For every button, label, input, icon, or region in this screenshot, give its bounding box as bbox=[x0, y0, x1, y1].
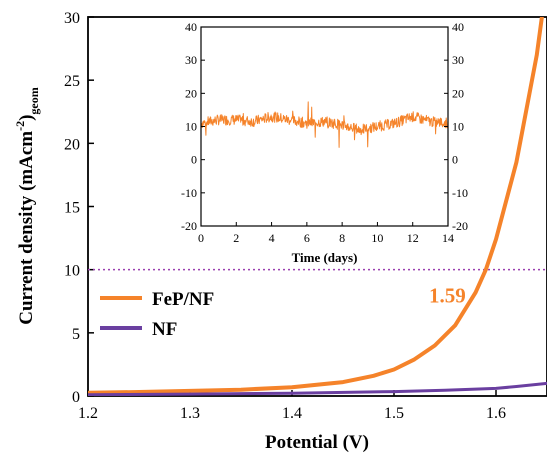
main-x-tick-label: 1.5 bbox=[384, 405, 404, 422]
main-y-tick-label: 5 bbox=[72, 326, 80, 343]
main-y-tick-label: 15 bbox=[64, 200, 80, 217]
main-x-tick-label: 1.3 bbox=[180, 405, 200, 422]
inset-y-tick-label-right: 0 bbox=[452, 153, 458, 167]
y-axis-title-main: Current density (mAcm bbox=[16, 131, 37, 325]
inset-plot-background bbox=[201, 27, 448, 226]
main-y-tick-label: 30 bbox=[64, 10, 80, 27]
inset-x-tick-label: 2 bbox=[233, 231, 239, 245]
y-axis-title-sup: -2 bbox=[13, 121, 27, 131]
main-x-tick-label: 1.6 bbox=[486, 405, 506, 422]
main-x-tick-label: 1.4 bbox=[282, 405, 302, 422]
inset-x-tick-label: 0 bbox=[198, 231, 204, 245]
inset-y-tick-label-right: 40 bbox=[452, 20, 464, 34]
inset-y-tick-label: -10 bbox=[181, 186, 197, 200]
legend-label-fep: FeP/NF bbox=[152, 289, 214, 310]
main-series-group bbox=[88, 17, 547, 396]
inset-x-ticks: 0 2 4 6 8 10 12 14 bbox=[198, 222, 454, 245]
main-y-tick-label: 20 bbox=[64, 136, 80, 153]
legend-label-nf: NF bbox=[152, 319, 177, 340]
inset-y-tick-label: 40 bbox=[185, 20, 197, 34]
inset-y-tick-label: -20 bbox=[181, 219, 197, 233]
series-line-nf bbox=[88, 381, 547, 396]
inset-y-tick-label-right: 30 bbox=[452, 53, 464, 67]
inset-x-tick-label: 10 bbox=[371, 231, 383, 245]
inset-x-tick-label: 4 bbox=[269, 231, 275, 245]
inset-y-tick-label: 0 bbox=[191, 153, 197, 167]
inset-y-tick-label: 20 bbox=[185, 86, 197, 100]
main-x-tick-label: 1.2 bbox=[78, 405, 98, 422]
y-axis-title-sub: geom bbox=[27, 87, 41, 114]
inset-y-ticks-left: -20 -10 0 10 20 30 40 bbox=[181, 20, 205, 233]
inset-series-line bbox=[200, 101, 449, 148]
inset-y-tick-label-right: 10 bbox=[452, 120, 464, 134]
y-axis-title: Current density (mAcm-2)geom bbox=[13, 87, 41, 325]
inset-x-tick-label: 14 bbox=[442, 231, 454, 245]
main-y-tick-label: 25 bbox=[64, 73, 80, 90]
main-y-ticks: 0 5 10 15 20 25 30 bbox=[64, 10, 94, 406]
inset-y-tick-label-right: -20 bbox=[452, 219, 468, 233]
y-axis-title-close: ) bbox=[16, 115, 37, 121]
main-y-tick-label: 0 bbox=[72, 389, 80, 406]
x-axis-title: Potential (V) bbox=[265, 432, 369, 453]
inset-y-ticks-right: -20 -10 0 10 20 30 40 bbox=[444, 20, 468, 233]
inset-y-tick-label-right: 20 bbox=[452, 86, 464, 100]
annotation-onset: 1.59 bbox=[429, 284, 466, 308]
inset-x-tick-label: 6 bbox=[304, 231, 310, 245]
inset-y-tick-label: 30 bbox=[185, 53, 197, 67]
inset-series-group bbox=[200, 101, 449, 148]
inset-x-tick-label: 12 bbox=[407, 231, 419, 245]
inset-x-tick-label: 8 bbox=[339, 231, 345, 245]
series-line-fep-nf bbox=[88, 17, 544, 395]
inset-y-tick-label: 10 bbox=[185, 120, 197, 134]
legend: FeP/NF NF bbox=[100, 289, 214, 340]
inset-x-axis-title: Time (days) bbox=[292, 250, 358, 265]
inset-y-tick-label-right: -10 bbox=[452, 186, 468, 200]
main-y-tick-label: 10 bbox=[64, 263, 80, 280]
